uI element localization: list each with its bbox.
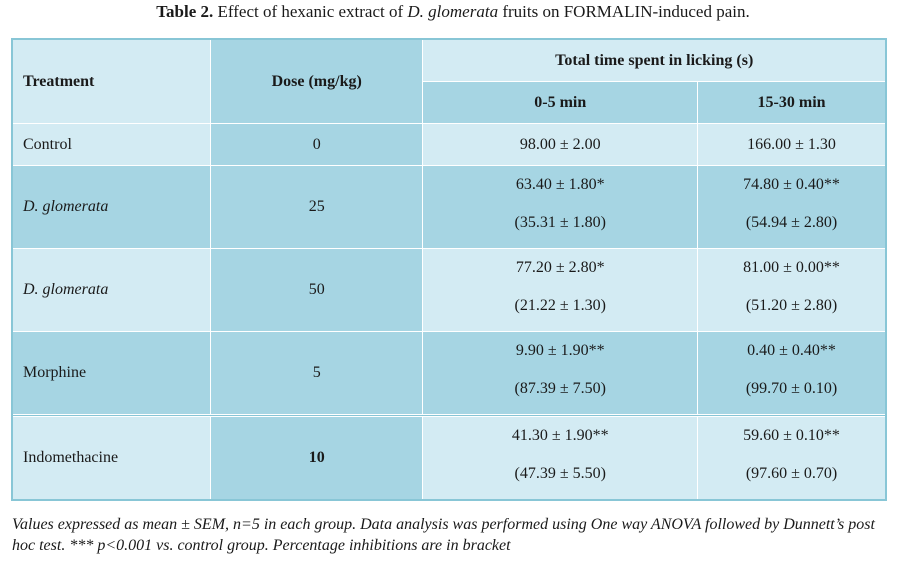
value-b2: (54.94 ± 2.80) — [745, 214, 838, 231]
value-cell-b: 59.60 ± 0.10** (97.60 ± 0.70) — [697, 416, 887, 501]
value-cell-a: 41.30 ± 1.90** (47.39 ± 5.50) — [422, 416, 699, 501]
table-caption: Table 2. Effect of hexanic extract of D.… — [0, 2, 906, 22]
value-a1: 77.20 ± 2.80* — [515, 259, 605, 276]
value-a2: (47.39 ± 5.50) — [514, 465, 606, 482]
value-b1: 0.40 ± 0.40** — [747, 342, 836, 359]
value-a1: 41.30 ± 1.90** — [511, 427, 609, 444]
dose-cell: 50 — [209, 248, 424, 332]
table-row: D. glomerata 50 77.20 ± 2.80* (21.22 ± 1… — [11, 248, 887, 332]
dose-cell: 0 — [209, 123, 424, 166]
value-cell-b: 0.40 ± 0.40** (99.70 ± 0.10) — [697, 331, 887, 415]
value-cell-b: 81.00 ± 0.00** (51.20 ± 2.80) — [697, 248, 887, 332]
treatment-cell: D. glomerata — [11, 165, 211, 249]
value-cell-a: 63.40 ± 1.80* (35.31 ± 1.80) — [422, 165, 699, 249]
value-b2: (51.20 ± 2.80) — [745, 297, 838, 314]
table-row: Morphine 5 9.90 ± 1.90** (87.39 ± 7.50) … — [11, 331, 887, 415]
dose-cell: 10 — [209, 416, 424, 501]
header-treatment: Treatment — [11, 38, 211, 124]
value-b1: 81.00 ± 0.00** — [743, 259, 840, 276]
treatment-cell: Indomethacine — [11, 416, 211, 501]
value-cell-b: 166.00 ± 1.30 — [697, 123, 887, 166]
header-group: Total time spent in licking (s) — [422, 38, 887, 82]
table-row: Indomethacine 10 41.30 ± 1.90** (47.39 ±… — [11, 416, 887, 501]
value-a2: (35.31 ± 1.80) — [514, 214, 606, 231]
table-row: Control 0 98.00 ± 2.00 166.00 ± 1.30 — [11, 123, 887, 166]
value-b1: 166.00 ± 1.30 — [747, 135, 836, 153]
dose-cell: 25 — [209, 165, 424, 249]
value-b1: 74.80 ± 0.40** — [743, 176, 840, 193]
caption-species: D. glomerata — [407, 2, 499, 21]
dose-cell: 5 — [209, 331, 424, 415]
header-col-a: 0-5 min — [422, 81, 699, 124]
value-a1: 98.00 ± 2.00 — [519, 135, 601, 153]
value-a1: 63.40 ± 1.80* — [515, 176, 605, 193]
value-cell-a: 77.20 ± 2.80* (21.22 ± 1.30) — [422, 248, 699, 332]
value-b2: (99.70 ± 0.10) — [745, 380, 838, 397]
caption-label: Table 2. — [156, 2, 214, 21]
row-divider — [11, 414, 887, 417]
treatment-cell: Morphine — [11, 331, 211, 415]
value-b1: 59.60 ± 0.10** — [743, 427, 840, 444]
value-cell-a: 98.00 ± 2.00 — [422, 123, 699, 166]
value-cell-b: 74.80 ± 0.40** (54.94 ± 2.80) — [697, 165, 887, 249]
value-a2: (87.39 ± 7.50) — [514, 380, 606, 397]
value-cell-a: 9.90 ± 1.90** (87.39 ± 7.50) — [422, 331, 699, 415]
caption-text-after: fruits on FORMALIN-induced pain. — [502, 2, 750, 21]
table-row: D. glomerata 25 63.40 ± 1.80* (35.31 ± 1… — [11, 165, 887, 249]
table-footnote: Values expressed as mean ± SEM, n=5 in e… — [12, 516, 875, 554]
header-col-b: 15-30 min — [697, 81, 887, 124]
value-b2: (97.60 ± 0.70) — [745, 465, 838, 482]
results-table: Treatment Dose (mg/kg) Total time spent … — [11, 38, 887, 501]
header-dose: Dose (mg/kg) — [209, 38, 424, 124]
value-a2: (21.22 ± 1.30) — [514, 297, 606, 314]
value-a1: 9.90 ± 1.90** — [515, 342, 605, 359]
treatment-cell: D. glomerata — [11, 248, 211, 332]
caption-text-before: Effect of hexanic extract of — [217, 2, 404, 21]
treatment-cell: Control — [11, 123, 211, 166]
